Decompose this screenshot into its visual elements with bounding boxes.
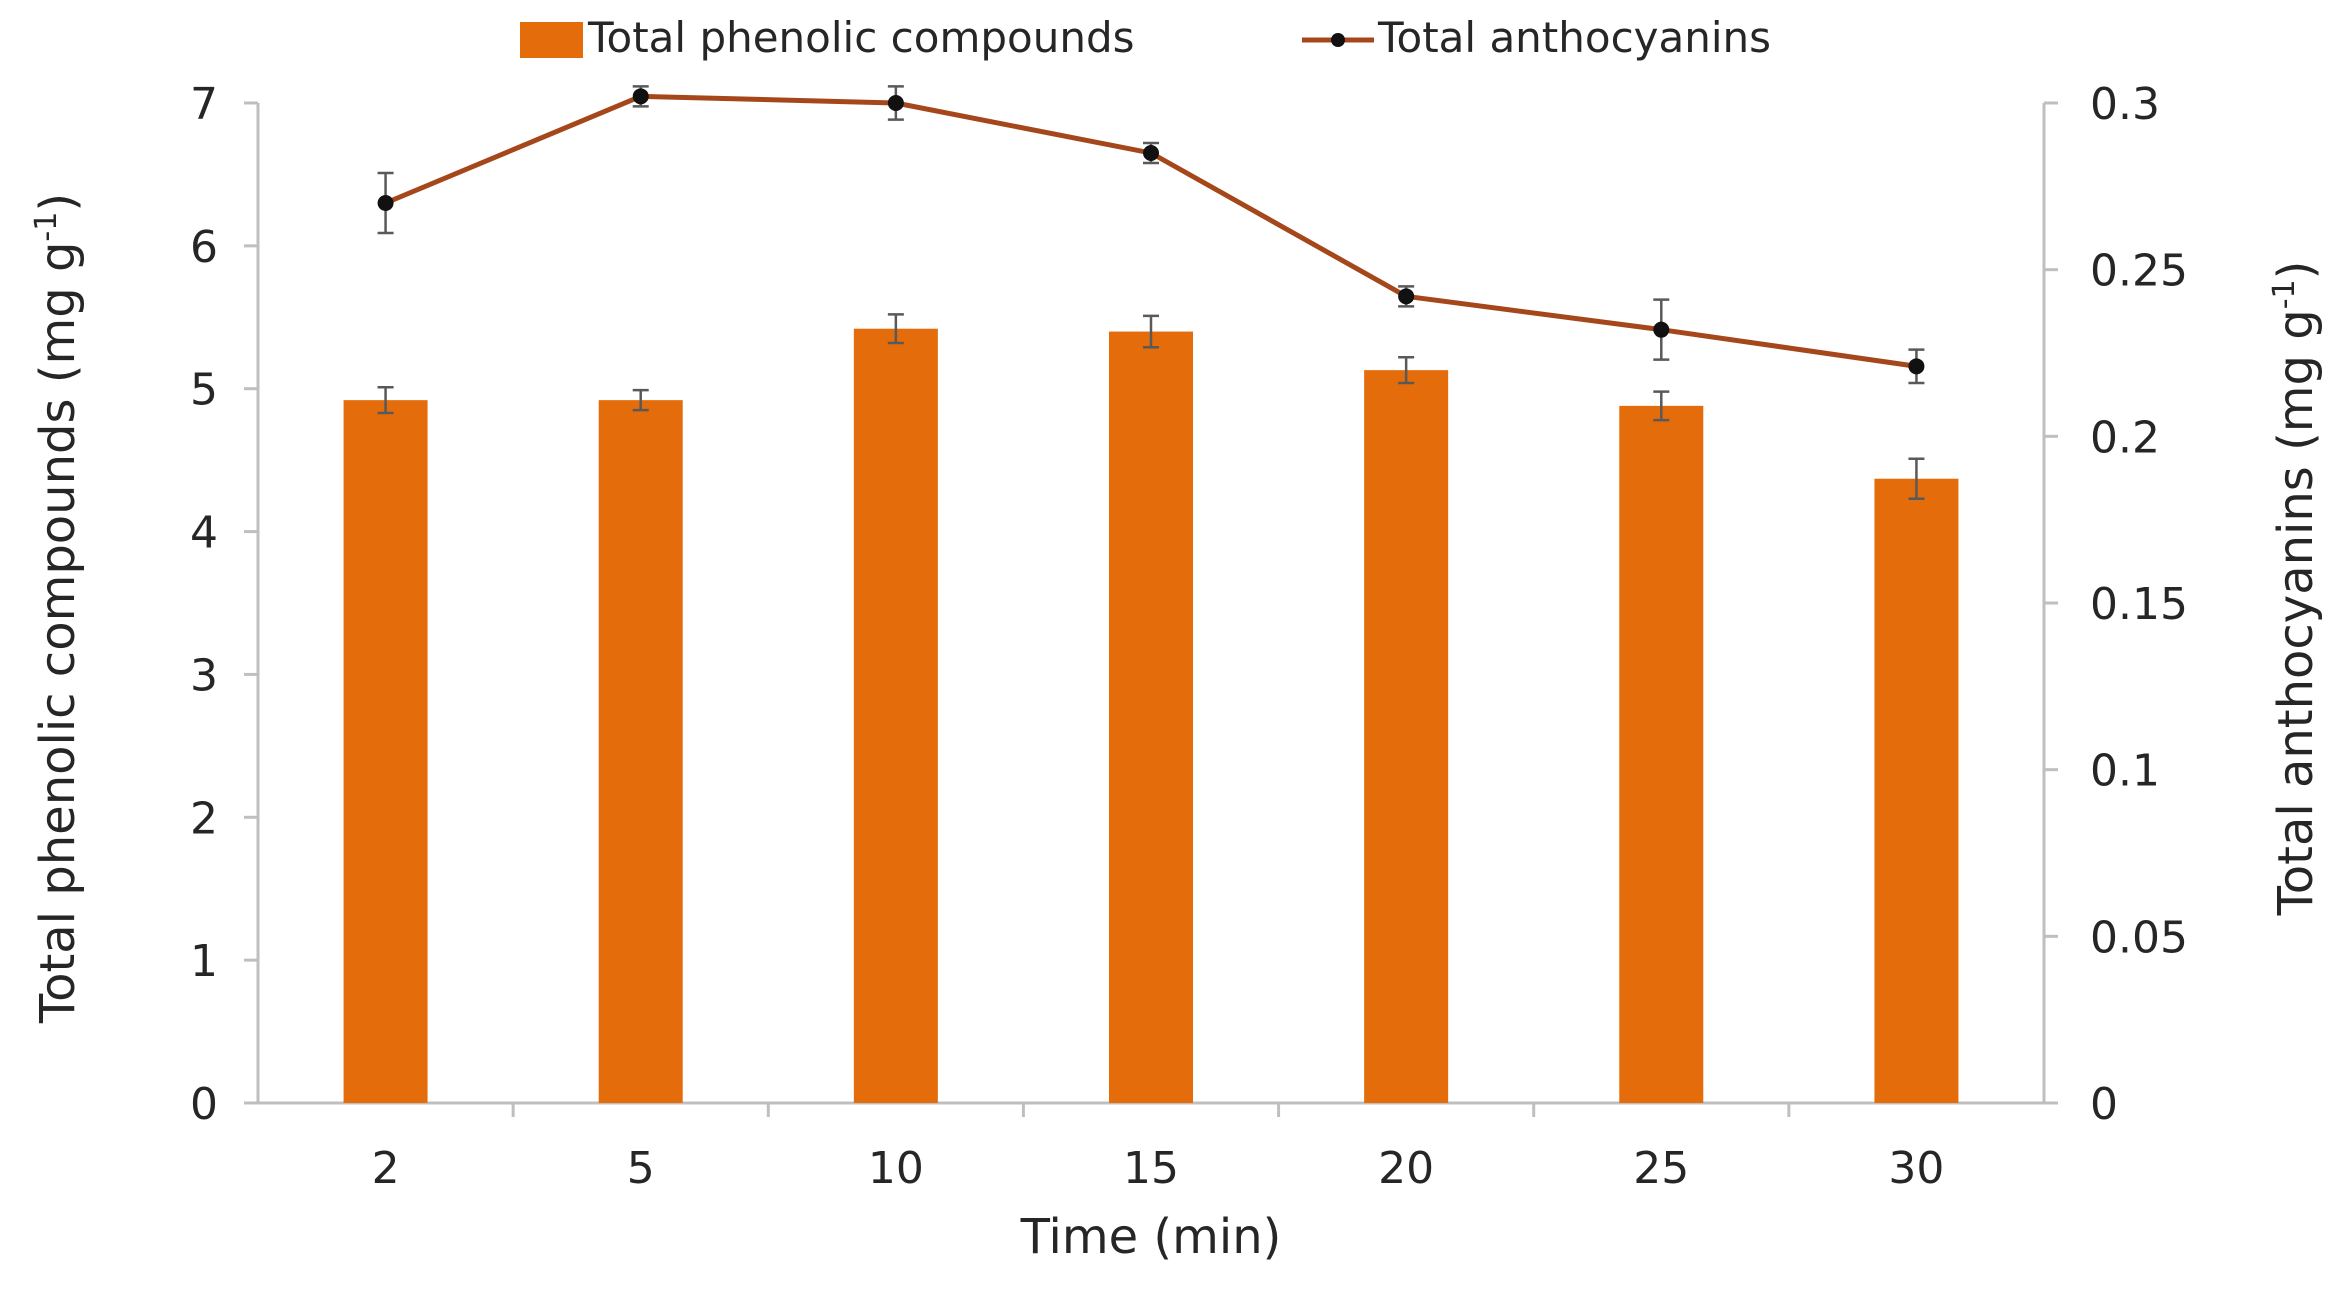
bar [1619, 405, 1704, 1103]
x-tick-label: 20 [1378, 1143, 1434, 1194]
bar [853, 328, 938, 1103]
left-tick-label: 7 [190, 79, 218, 130]
x-ticks: 2 5 10 15 20 25 30 [372, 1103, 1944, 1194]
bar [598, 400, 683, 1104]
right-tick-label: 0.1 [2090, 746, 2160, 797]
right-tick-label: 0.25 [2090, 246, 2188, 297]
y-axis-title-left-close: ) [30, 193, 86, 212]
y-axis-title-right-sup: -1 [2267, 279, 2302, 309]
y-axis-title-right-close: ) [2268, 261, 2324, 280]
legend-bar-swatch [520, 22, 583, 58]
bar [1364, 370, 1449, 1104]
left-tick-label: 3 [190, 650, 218, 701]
x-tick-label: 15 [1123, 1143, 1179, 1194]
left-tick-label: 1 [190, 936, 218, 987]
x-tick-label: 30 [1888, 1143, 1944, 1194]
legend-label-anthocyanins: Total anthocyanins [1377, 13, 1771, 62]
y-axis-title-right-text: Total anthocyanins (mg g [2268, 309, 2324, 916]
line-series [377, 85, 1925, 385]
left-tick-label: 4 [190, 508, 218, 559]
x-tick-label: 2 [372, 1143, 400, 1194]
y-axis-title-left-sup: -1 [29, 212, 64, 242]
left-tick-label: 2 [190, 793, 218, 844]
y-axis-title-left-text: Total phenolic compounds (mg g [30, 242, 86, 1025]
left-tick-label: 5 [190, 365, 218, 416]
line-point [1398, 288, 1415, 305]
line-point [632, 88, 649, 105]
left-tick-label: 0 [190, 1079, 218, 1130]
line-point [1908, 358, 1925, 375]
legend-line-marker [1331, 33, 1345, 47]
line-point [1143, 145, 1159, 161]
right-tick-label: 0.15 [2090, 579, 2188, 630]
bar-series [343, 313, 1959, 1104]
bar [1109, 331, 1193, 1104]
right-tick-label: 0.05 [2090, 912, 2188, 963]
left-tick-label: 6 [190, 222, 218, 273]
y-axis-title-left: Total phenolic compounds (mg g-1) [29, 193, 86, 1024]
x-tick-label: 25 [1633, 1143, 1689, 1194]
right-tick-label: 0.3 [2090, 79, 2160, 130]
line-point [377, 195, 394, 211]
x-tick-label: 10 [868, 1143, 924, 1194]
bar [343, 400, 428, 1104]
right-tick-label: 0 [2090, 1079, 2118, 1130]
y-axis-title-right: Total anthocyanins (mg g-1) [2267, 261, 2324, 917]
bar [1874, 478, 1959, 1103]
x-tick-label: 5 [627, 1143, 655, 1194]
legend-label-phenolic: Total phenolic compounds [587, 13, 1135, 62]
left-y-ticks: 0 1 2 3 4 5 6 7 [190, 79, 258, 1130]
line-point [1653, 321, 1670, 338]
x-axis-title: Time (min) [1020, 1209, 1282, 1265]
legend: Total phenolic compounds Total anthocyan… [520, 13, 1771, 62]
right-y-ticks: 0 0.05 0.1 0.15 0.2 0.25 0.3 [2044, 79, 2188, 1130]
line-point [887, 95, 904, 111]
right-tick-label: 0.2 [2090, 412, 2160, 463]
